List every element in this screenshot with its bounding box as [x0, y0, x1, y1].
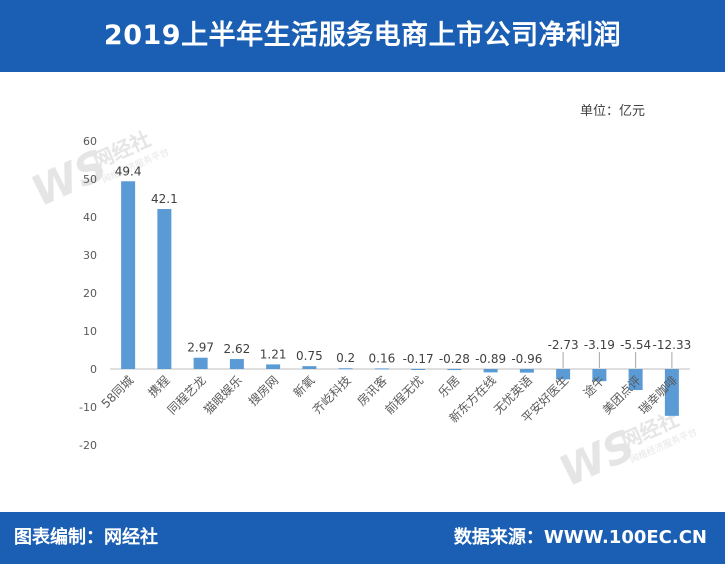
- category-label: 新氧: [290, 373, 318, 401]
- bar: [628, 369, 643, 391]
- unit-label: 单位：亿元: [580, 104, 645, 119]
- data-label: -12.33: [653, 338, 692, 352]
- bar: [447, 369, 462, 371]
- data-label: 2.62: [224, 342, 251, 356]
- category-label: 猫眼娱乐: [201, 373, 245, 417]
- data-label: 2.97: [187, 341, 214, 355]
- data-label: 1.21: [260, 347, 287, 361]
- bar: [338, 368, 353, 370]
- header-banner: 2019上半年生活服务电商上市公司净利润: [0, 0, 725, 72]
- data-label: 0.75: [296, 349, 323, 363]
- data-label: -0.17: [403, 352, 434, 366]
- footer-credit: 图表编制：网经社: [14, 527, 158, 548]
- category-label: 搜房网: [245, 373, 281, 409]
- y-tick-label: 10: [83, 325, 97, 338]
- bar: [157, 209, 172, 369]
- y-tick-label: 20: [83, 287, 97, 300]
- bar: [374, 368, 389, 370]
- footer-banner: 图表编制：网经社 数据来源：WWW.100EC.CN: [0, 512, 725, 564]
- data-label: -0.89: [475, 352, 506, 366]
- data-label: -2.73: [548, 338, 579, 352]
- bar: [266, 364, 281, 369]
- data-label: 42.1: [151, 192, 178, 206]
- data-label: 0.2: [336, 351, 355, 365]
- bar: [519, 369, 534, 373]
- y-tick-label: 50: [83, 173, 97, 186]
- bar: [592, 369, 607, 382]
- y-tick-label: -20: [79, 439, 97, 452]
- category-label: 齐屹科技: [309, 373, 354, 418]
- bar: [229, 359, 244, 369]
- data-labels: 49.4 42.1 2.97 2.62 1.21 0.75 0.2 0.16 -0.17 -0.2…: [115, 164, 691, 368]
- y-tick-label: -10: [79, 401, 97, 414]
- data-label: -0.28: [439, 352, 470, 366]
- chart-title: 2019上半年生活服务电商上市公司净利润: [103, 20, 622, 51]
- category-label: 美团点评: [600, 373, 644, 417]
- data-label: -0.96: [511, 352, 542, 366]
- bars: [121, 181, 679, 416]
- y-tick-label: 60: [83, 135, 97, 148]
- bar: [483, 369, 498, 373]
- y-tick-label: 0: [90, 363, 97, 376]
- category-label: 58同城: [99, 373, 137, 411]
- category-label: 房讯客: [354, 373, 390, 409]
- data-label: -3.19: [584, 338, 615, 352]
- category-label: 乐居: [436, 373, 463, 400]
- data-label: -5.54: [620, 338, 651, 352]
- category-label: 前程无忧: [382, 373, 427, 418]
- bar: [411, 369, 426, 370]
- y-tick-label: 30: [83, 249, 97, 262]
- category-label: 同程艺龙: [164, 373, 209, 418]
- data-label: 49.4: [115, 164, 142, 178]
- footer-source: 数据来源：WWW.100EC.CN: [453, 527, 707, 548]
- data-label: 0.16: [369, 351, 396, 365]
- bar: [556, 369, 571, 380]
- bar: [121, 181, 136, 369]
- y-tick-label: 40: [83, 211, 97, 224]
- bar: [302, 366, 317, 369]
- bar: [193, 357, 208, 369]
- y-axis: -20 -10 0 10 20 30 40 50 60: [79, 135, 97, 452]
- category-label: 携程: [145, 373, 173, 401]
- bar: [664, 369, 679, 416]
- bar-chart: WS 网经社 网络经济服务平台 WS 网经社 网络经济服务平台 单位：亿元 -2…: [24, 104, 699, 496]
